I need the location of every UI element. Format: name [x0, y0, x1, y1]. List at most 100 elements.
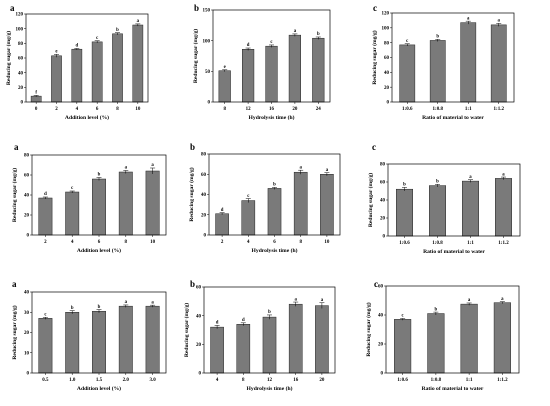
x-tick-label: 1:1.2 [497, 378, 508, 383]
y-tick-label: 20 [378, 343, 384, 348]
y-tick-label: 20 [18, 86, 24, 91]
y-tick-label: 80 [18, 42, 24, 47]
y-axis-label: Reducing sugar (mg/g) [183, 303, 190, 357]
y-tick-label: 20 [384, 86, 390, 91]
y-tick-label: 0 [27, 372, 30, 377]
x-tick-label: 1:1 [465, 107, 472, 112]
bar [118, 171, 133, 236]
x-tick-label: 8 [223, 107, 226, 112]
y-tick-label: 40 [24, 291, 30, 296]
bar [91, 41, 103, 103]
y-tick-label: 0 [204, 234, 207, 239]
y-tick-label: 60 [378, 285, 384, 290]
significance-label: b [98, 173, 101, 178]
y-tick-label: 30 [24, 311, 30, 316]
plot-frame [25, 13, 149, 103]
bar [210, 326, 224, 374]
y-tick-label: 0 [21, 101, 24, 106]
significance-label: a [502, 172, 505, 177]
x-tick-label: 1:1.2 [494, 107, 505, 112]
significance-label: b [317, 32, 320, 37]
x-tick-label: 10 [135, 107, 141, 112]
y-axis-label: Reducing sugar (mg/g) [188, 167, 195, 221]
significance-label: a [151, 163, 154, 168]
bar [112, 33, 123, 103]
panel-c-2: c b 1:0.6 b 1:0.8 a 1:1 a 1:1.2 0 20 40 60 80 Ratio of… [367, 142, 521, 255]
panel-a-3: a c 0.5 b 1.0 b 1.5 a 2.0 a 3.0 0 10 20 30 40 Addition l… [11, 279, 167, 392]
significance-label: c [402, 314, 405, 319]
x-tick-label: 8 [125, 240, 128, 245]
bar [262, 316, 277, 374]
significance-label: b [273, 183, 276, 188]
y-tick-label: 60 [384, 56, 390, 61]
significance-label: b [435, 307, 438, 312]
y-tick-label: 60 [18, 57, 24, 62]
bar [145, 170, 160, 236]
plot-frame [212, 9, 331, 103]
y-axis-label: Reducing sugar (mg/g) [365, 302, 372, 356]
y-tick-label: 120 [382, 12, 390, 17]
x-tick-label: 1:1.2 [498, 241, 509, 246]
panel-b-1: b e 8 d 12 c 16 a 20 b 24 0 50 100 150 Hydrolysis time … [192, 3, 331, 121]
x-axis-label: Ratio of material to water [423, 249, 485, 255]
y-axis-label: Reducing sugar (mg/g) [11, 305, 18, 359]
bar [293, 171, 308, 236]
panel-letter: a [14, 142, 19, 152]
y-tick-label: 40 [18, 71, 24, 76]
y-axis-label: Reducing sugar (mg/g) [192, 29, 199, 83]
y-tick-label: 10 [24, 351, 30, 356]
y-tick-label: 150 [203, 9, 211, 14]
y-tick-label: 80 [201, 153, 207, 158]
x-axis-label: Addition level (%) [77, 385, 121, 392]
significance-label: a [326, 168, 329, 173]
x-tick-label: 1:0.6 [402, 107, 413, 112]
y-tick-label: 100 [382, 27, 390, 32]
bar [218, 70, 231, 103]
bar [118, 305, 133, 374]
significance-label: a [498, 19, 501, 24]
significance-label: a [501, 297, 504, 302]
significance-label: b [98, 305, 101, 310]
x-tick-label: 2 [221, 240, 224, 245]
significance-label: b [436, 35, 439, 40]
y-tick-label: 0 [387, 101, 390, 106]
y-tick-label: 20 [380, 217, 386, 222]
bar [242, 49, 255, 103]
y-tick-label: 40 [378, 314, 384, 319]
significance-label: c [247, 194, 250, 199]
bar [132, 24, 144, 103]
x-tick-label: 0 [35, 107, 38, 112]
bar [288, 303, 303, 374]
x-tick-label: 1:1 [467, 241, 474, 246]
significance-label: d [247, 43, 250, 48]
x-tick-label: 6 [96, 107, 99, 112]
panel-a-2: a d 2 c 4 b 6 a 8 a 10 0 20 40 60 80 Addition level (%) R… [11, 142, 167, 254]
y-tick-label: 80 [24, 154, 30, 159]
significance-label: d [75, 44, 78, 49]
significance-label: a [294, 29, 297, 34]
panel-letter: b [190, 279, 195, 289]
bar [493, 302, 511, 374]
bar [92, 178, 106, 236]
significance-label: c [44, 313, 47, 318]
panel-letter: b [194, 3, 199, 13]
x-axis-label: Ratio of material to water [422, 115, 484, 121]
x-tick-label: 4 [247, 240, 250, 245]
panel-letter: b [190, 142, 195, 152]
significance-label: b [268, 310, 271, 315]
x-tick-label: 2 [44, 240, 47, 245]
bar [315, 305, 329, 374]
y-tick-label: 40 [24, 194, 30, 199]
x-tick-label: 24 [316, 107, 322, 112]
y-tick-label: 0 [208, 101, 211, 106]
significance-label: e [224, 65, 226, 70]
bar [396, 188, 413, 237]
panel-b-2: b d 2 c 4 b 6 a 8 a 10 0 20 40 60 80 Hydrolysis time (h)… [188, 142, 341, 254]
y-tick-label: 0 [27, 234, 30, 239]
x-tick-label: 6 [273, 240, 276, 245]
y-tick-label: 120 [16, 13, 24, 18]
x-tick-label: 8 [116, 107, 119, 112]
y-tick-label: 20 [24, 331, 30, 336]
x-axis-label: Ratio of material to water [422, 386, 484, 392]
